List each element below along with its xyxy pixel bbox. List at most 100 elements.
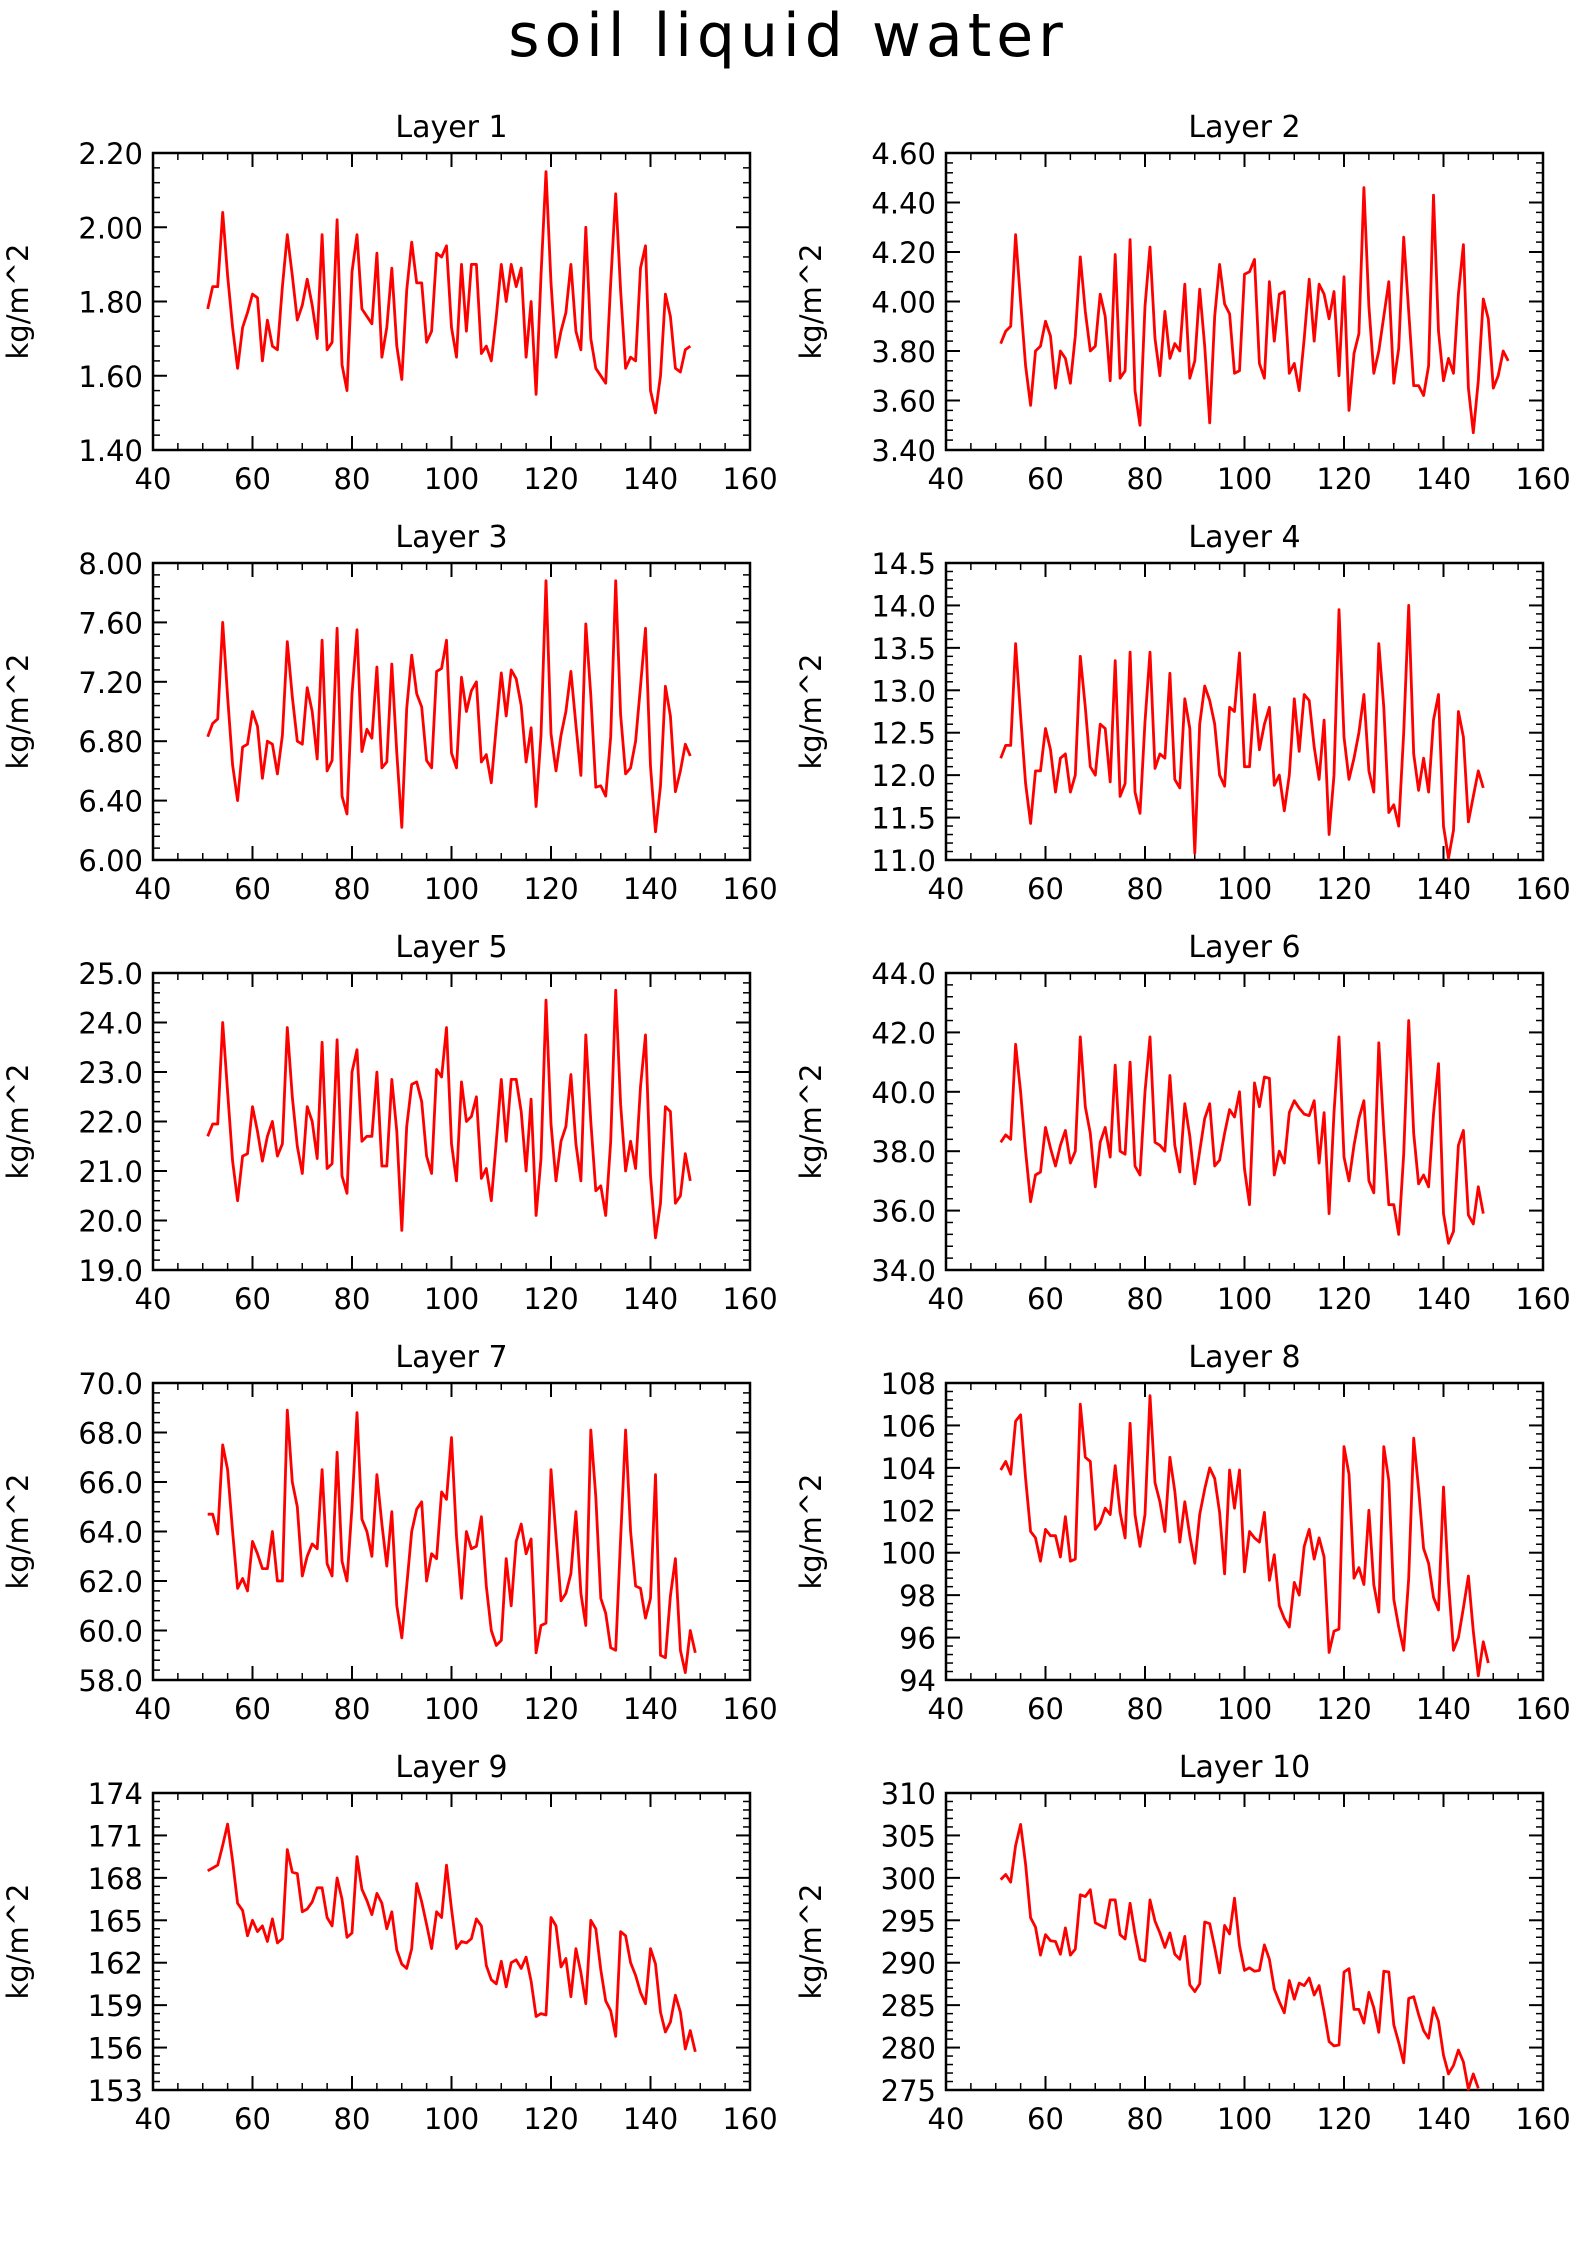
y-tick-label: 11.5: [871, 802, 936, 836]
x-tick-label: 160: [1515, 462, 1570, 496]
x-tick-label: 60: [1027, 2102, 1064, 2136]
panel-layer-2: Layer 2 3.40 3.60 3.80 4.00 4.20 4.40 4.60 40 60 8…: [794, 110, 1571, 496]
y-tick-label: 14.5: [871, 547, 936, 581]
y-tick-label: 280: [881, 2032, 936, 2066]
y-tick-label: 305: [881, 1819, 936, 1853]
x-tick-label: 140: [1416, 462, 1471, 496]
x-tick-label: 120: [1316, 1692, 1371, 1726]
y-tick-label: 3.80: [871, 335, 936, 369]
panel-title: Layer 6: [1188, 930, 1300, 965]
series-line: [206, 988, 692, 1240]
x-tick-label: 40: [928, 1692, 965, 1726]
y-tick-label: 3.60: [871, 385, 936, 419]
y-tick-label: 108: [881, 1367, 936, 1401]
y-tick-label: 14.0: [871, 589, 936, 623]
y-tick-label: 6.80: [78, 725, 143, 759]
panel-layer-1: Layer 1 1.40 1.60 1.80 2.00 2.20 40 60 80 100 120 1…: [1, 110, 778, 496]
y-tick-label: 106: [881, 1409, 936, 1443]
y-tick-label: 4.00: [871, 286, 936, 320]
y-tick-label: 295: [881, 1904, 936, 1938]
panel-title: Layer 1: [395, 110, 507, 145]
y-tick-label: 98: [899, 1579, 936, 1613]
x-tick-label: 140: [1416, 872, 1471, 906]
panel-layer-4: Layer 4 11.0 11.5 12.0 12.5 13.0 13.5 14.0 14.5 4…: [794, 520, 1571, 906]
x-tick-label: 100: [1217, 872, 1272, 906]
x-tick-label: 80: [1127, 872, 1164, 906]
panel-layer-3: Layer 3 6.00 6.40 6.80 7.20 7.60 8.00 40 60 80 100…: [1, 520, 778, 906]
x-tick-label: 80: [334, 872, 371, 906]
x-tick-label: 140: [1416, 1282, 1471, 1316]
x-tick-label: 100: [1217, 1282, 1272, 1316]
y-tick-label: 11.0: [871, 844, 936, 878]
x-tick-label: 160: [1515, 2102, 1570, 2136]
x-tick-label: 60: [234, 872, 271, 906]
panel-layer-8: Layer 8 94 96 98 100 102 104 106 108 40 60 80 100 120…: [794, 1340, 1571, 1726]
y-tick-label: 285: [881, 1989, 936, 2023]
y-axis-label: kg/m^2: [794, 1064, 828, 1180]
x-tick-label: 40: [135, 1282, 172, 1316]
y-tick-label: 42.0: [871, 1016, 936, 1050]
panel-layer-7: Layer 7 58.0 60.0 62.0 64.0 66.0 68.0 70.0 40 60 8…: [1, 1340, 778, 1726]
y-tick-label: 174: [88, 1777, 143, 1811]
y-axis-label: kg/m^2: [1, 1474, 35, 1590]
y-tick-label: 36.0: [871, 1195, 936, 1229]
x-tick-label: 100: [1217, 1692, 1272, 1726]
y-tick-label: 162: [88, 1947, 143, 1981]
x-tick-label: 40: [135, 872, 172, 906]
x-tick-label: 40: [135, 2102, 172, 2136]
y-axis-label: kg/m^2: [1, 1884, 35, 2000]
series-line: [207, 1408, 697, 1674]
x-tick-label: 60: [1027, 1692, 1064, 1726]
y-tick-label: 104: [881, 1452, 936, 1486]
y-tick-label: 165: [88, 1904, 143, 1938]
y-tick-label: 64.0: [78, 1516, 143, 1550]
y-tick-label: 38.0: [871, 1135, 936, 1169]
y-tick-label: 12.0: [871, 759, 936, 793]
y-axis-label: kg/m^2: [1, 244, 35, 360]
plot-frame: [151, 1791, 752, 2092]
y-tick-label: 6.00: [78, 844, 143, 878]
x-tick-label: 120: [523, 1692, 578, 1726]
x-tick-label: 80: [334, 1282, 371, 1316]
x-tick-label: 160: [722, 1282, 777, 1316]
chart-main-title: soil liquid water: [508, 1, 1068, 71]
y-tick-label: 4.60: [871, 137, 936, 171]
x-tick-label: 120: [523, 462, 578, 496]
y-tick-label: 24.0: [78, 1007, 143, 1041]
y-tick-label: 8.00: [78, 547, 143, 581]
y-tick-label: 4.40: [871, 187, 936, 221]
x-tick-label: 160: [1515, 872, 1570, 906]
x-tick-label: 40: [135, 1692, 172, 1726]
x-tick-label: 80: [1127, 1692, 1164, 1726]
y-tick-label: 1.60: [78, 360, 143, 394]
y-axis-label: kg/m^2: [794, 244, 828, 360]
series-line: [206, 170, 692, 415]
plot-frame: [944, 1791, 1545, 2092]
y-tick-label: 70.0: [78, 1367, 143, 1401]
panel-layer-10: Layer 10 275 280 285 290 295 300 305 310 40 60 80 10…: [794, 1750, 1571, 2136]
y-tick-label: 3.40: [871, 434, 936, 468]
x-tick-label: 100: [424, 872, 479, 906]
y-tick-label: 44.0: [871, 957, 936, 991]
x-tick-label: 120: [523, 2102, 578, 2136]
x-tick-label: 100: [424, 462, 479, 496]
series-line: [999, 604, 1485, 860]
y-tick-label: 96: [899, 1622, 936, 1656]
plot-frame: [151, 151, 752, 452]
panel-title: Layer 3: [395, 520, 507, 555]
y-tick-label: 94: [899, 1664, 936, 1698]
y-tick-label: 62.0: [78, 1565, 143, 1599]
series-line: [207, 1822, 697, 2053]
x-tick-label: 120: [523, 872, 578, 906]
y-tick-label: 171: [88, 1819, 143, 1853]
x-tick-label: 140: [1416, 1692, 1471, 1726]
y-tick-label: 7.20: [78, 666, 143, 700]
x-tick-label: 140: [623, 462, 678, 496]
x-tick-label: 80: [1127, 462, 1164, 496]
x-tick-label: 60: [234, 2102, 271, 2136]
y-tick-label: 6.40: [78, 785, 143, 819]
x-tick-label: 160: [722, 872, 777, 906]
y-tick-label: 275: [881, 2074, 936, 2108]
panel-title: Layer 5: [395, 930, 507, 965]
y-tick-label: 1.80: [78, 286, 143, 320]
